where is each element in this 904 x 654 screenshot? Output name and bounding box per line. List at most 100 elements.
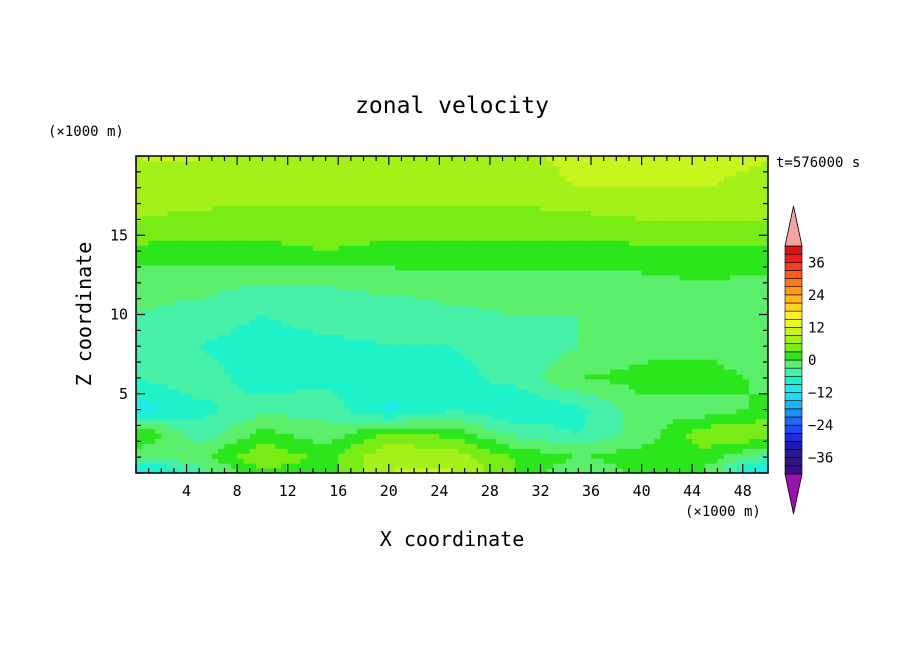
field-cell: [186, 458, 194, 464]
field-cell: [647, 304, 655, 311]
field-cell: [136, 403, 143, 410]
field-cell: [597, 225, 605, 231]
field-cell: [142, 413, 150, 420]
field-cell: [711, 438, 719, 444]
field-cell: [483, 289, 491, 296]
field-cell: [350, 250, 358, 256]
field-cell: [237, 408, 245, 415]
field-cell: [445, 284, 453, 291]
field-cell: [426, 309, 434, 316]
field-cell: [698, 245, 706, 251]
field-cell: [704, 438, 712, 444]
field-cell: [275, 378, 282, 385]
field-cell: [268, 364, 276, 370]
field-cell: [647, 269, 655, 276]
field-cell: [704, 235, 712, 241]
field-cell: [666, 364, 674, 370]
field-cell: [521, 354, 529, 360]
field-cell: [540, 274, 548, 281]
field-cell: [553, 453, 561, 459]
field-cell: [256, 383, 263, 390]
field-cell: [205, 225, 213, 231]
field-cell: [420, 245, 428, 251]
field-cell: [275, 448, 282, 454]
field-cell: [597, 423, 605, 430]
field-cell: [306, 339, 314, 345]
field-cell: [591, 225, 598, 231]
field-cell: [660, 448, 668, 454]
field-cell: [281, 433, 289, 439]
field-cell: [666, 463, 674, 469]
field-cell: [148, 349, 156, 355]
field-cell: [464, 403, 472, 410]
field-cell: [312, 324, 320, 330]
field-cell: [603, 468, 611, 473]
field-cell: [508, 378, 516, 385]
field-cell: [426, 433, 434, 439]
field-cell: [717, 364, 725, 370]
field-cell: [540, 245, 548, 251]
field-cell: [357, 423, 365, 430]
field-cell: [180, 428, 188, 434]
field-cell: [224, 458, 232, 464]
field-cell: [230, 393, 238, 400]
field-cell: [458, 299, 466, 306]
field-cell: [527, 458, 535, 464]
field-cell: [268, 418, 276, 425]
field-cell: [382, 289, 390, 296]
field-cell: [218, 324, 226, 330]
field-cell: [363, 438, 371, 444]
field-cell: [401, 319, 409, 325]
field-cell: [180, 339, 188, 345]
field-cell: [502, 255, 510, 261]
field-cell: [635, 250, 643, 256]
field-cell: [698, 443, 706, 449]
field-cell: [136, 349, 143, 355]
field-cell: [420, 309, 428, 316]
field-cell: [508, 329, 516, 335]
field-cell: [395, 245, 403, 251]
field-cell: [635, 413, 643, 420]
field-cell: [230, 264, 238, 271]
field-cell: [711, 433, 719, 439]
field-cell: [136, 413, 143, 420]
field-cell: [414, 329, 421, 335]
field-cell: [603, 428, 611, 434]
field-cell: [755, 245, 763, 251]
field-cell: [262, 359, 270, 365]
field-cell: [610, 230, 617, 236]
field-cell: [312, 418, 320, 425]
field-cell: [489, 255, 497, 261]
field-cell: [154, 309, 162, 316]
field-cell: [628, 339, 636, 345]
field-cell: [603, 359, 611, 365]
field-cell: [610, 354, 617, 360]
field-cell: [521, 359, 529, 365]
field-cell: [628, 413, 636, 420]
field-cell: [464, 294, 472, 301]
field-cell: [704, 453, 712, 459]
field-cell: [211, 274, 219, 281]
field-cell: [167, 458, 175, 464]
field-cell: [635, 393, 643, 400]
field-cell: [742, 284, 750, 291]
field-cell: [508, 294, 516, 301]
field-cell: [407, 284, 415, 291]
field-cell: [761, 378, 768, 385]
field-cell: [199, 428, 207, 434]
field-cell: [180, 359, 188, 365]
field-cell: [445, 413, 453, 420]
field-cell: [249, 433, 257, 439]
field-cell: [426, 329, 434, 335]
field-cell: [388, 364, 396, 370]
field-cell: [736, 378, 744, 385]
field-cell: [300, 274, 308, 281]
field-cell: [167, 339, 175, 345]
field-cell: [148, 264, 156, 271]
field-cell: [470, 373, 478, 380]
field-cell: [635, 423, 643, 430]
field-cell: [641, 373, 649, 380]
field-cell: [230, 309, 238, 316]
field-cell: [281, 364, 289, 370]
field-cell: [433, 448, 440, 454]
